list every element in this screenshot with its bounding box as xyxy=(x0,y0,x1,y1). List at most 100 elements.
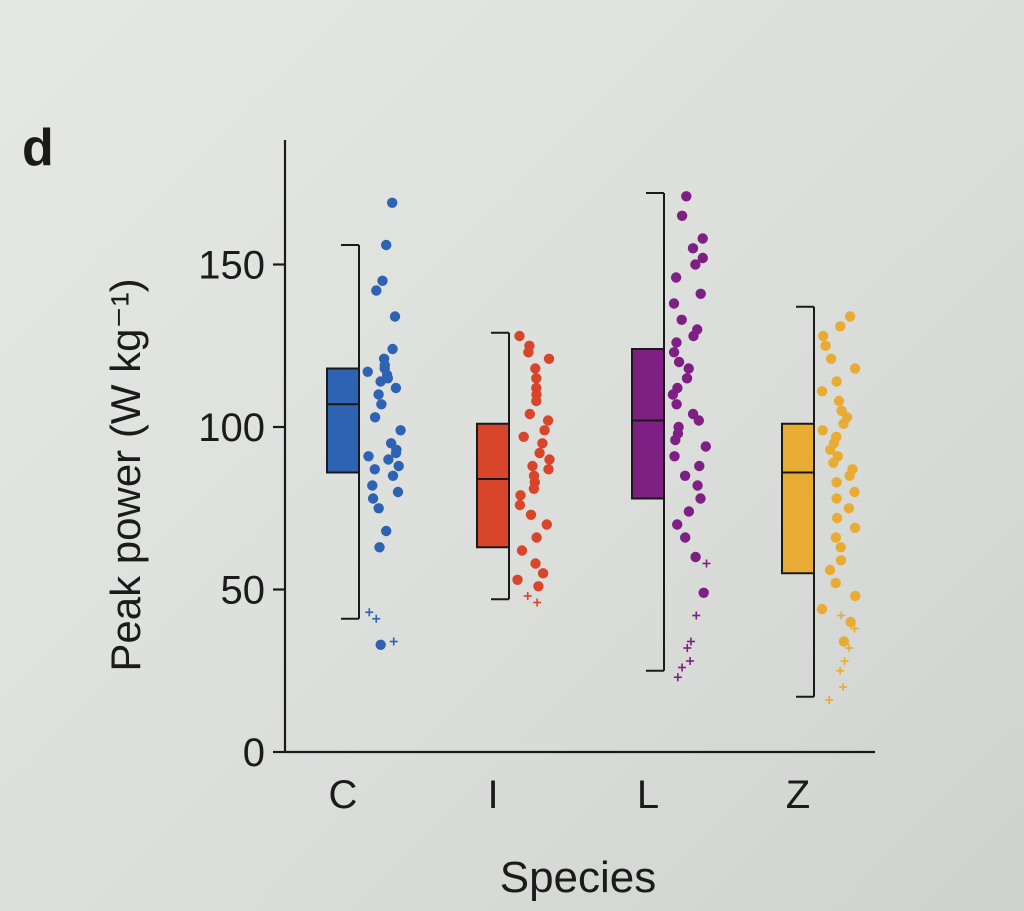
data-point-Z xyxy=(850,590,861,602)
data-point-Z xyxy=(820,340,831,351)
data-point-I xyxy=(539,425,550,436)
x-tick-label: C xyxy=(329,773,358,817)
data-point-C xyxy=(387,197,398,208)
box-C xyxy=(326,367,360,474)
outlier-Z xyxy=(825,696,834,704)
box-I xyxy=(476,422,510,549)
data-point-I xyxy=(527,460,538,472)
data-point-L xyxy=(695,288,706,299)
data-point-L xyxy=(670,272,682,283)
data-point-I xyxy=(543,464,554,475)
outlier-L xyxy=(683,644,692,652)
data-point-Z xyxy=(830,532,842,543)
outlier-Z xyxy=(840,657,849,665)
outlier-C xyxy=(372,614,381,623)
data-point-Z xyxy=(825,353,837,364)
data-point-Z xyxy=(844,470,855,481)
data-point-I xyxy=(514,499,526,511)
data-point-L xyxy=(669,451,680,462)
outlier-Z xyxy=(845,644,854,652)
box-Z xyxy=(781,422,815,575)
y-tick-label: 150 xyxy=(198,244,265,288)
data-point-Z xyxy=(835,542,846,553)
data-point-Z xyxy=(849,363,861,374)
data-point-I xyxy=(512,574,523,585)
data-point-Z xyxy=(831,477,842,488)
data-point-C xyxy=(387,343,398,355)
y-axis-title: Peak power (W kg⁻¹) xyxy=(102,278,149,671)
outlier-C xyxy=(389,637,398,646)
data-point-I xyxy=(523,347,534,358)
data-point-C xyxy=(373,503,384,514)
data-point-L xyxy=(683,363,694,374)
data-point-C xyxy=(375,376,386,387)
data-point-C xyxy=(383,454,394,465)
data-point-L xyxy=(693,415,704,426)
data-point-L xyxy=(688,330,699,342)
panel-label: d xyxy=(22,119,54,177)
outlier-I xyxy=(533,598,542,607)
data-point-C xyxy=(369,412,381,423)
data-point-L xyxy=(673,356,685,368)
data-point-I xyxy=(531,395,542,407)
outlier-I xyxy=(523,592,532,600)
data-point-L xyxy=(681,373,693,384)
data-point-L xyxy=(687,243,699,254)
data-point-Z xyxy=(825,444,836,455)
data-point-I xyxy=(542,415,554,426)
data-point-C xyxy=(392,486,404,498)
data-point-L xyxy=(700,441,711,452)
data-point-I xyxy=(544,454,555,465)
data-point-Z xyxy=(838,636,850,647)
data-point-L xyxy=(681,191,692,202)
data-point-L xyxy=(690,551,701,563)
data-point-C xyxy=(371,285,382,296)
data-point-I xyxy=(533,581,544,592)
data-point-L xyxy=(695,493,706,504)
outlier-L xyxy=(673,673,682,682)
data-point-L xyxy=(672,519,683,530)
data-point-I xyxy=(541,519,552,530)
data-point-C xyxy=(375,639,386,650)
data-point-L xyxy=(680,532,691,543)
outlier-Z xyxy=(850,624,859,633)
y-tick-label: 50 xyxy=(221,569,266,613)
outlier-Z xyxy=(839,683,848,691)
data-point-Z xyxy=(818,330,829,342)
data-point-L xyxy=(667,389,679,400)
data-point-L xyxy=(683,506,695,517)
data-point-L xyxy=(670,434,681,446)
data-point-L xyxy=(676,314,687,325)
data-point-I xyxy=(516,545,528,556)
data-point-I xyxy=(531,373,542,384)
data-point-C xyxy=(387,470,399,481)
data-point-Z xyxy=(844,311,856,322)
x-tick-label: L xyxy=(637,773,659,817)
box-L xyxy=(631,348,665,500)
data-point-I xyxy=(530,558,541,569)
data-point-L xyxy=(668,347,680,358)
data-point-Z xyxy=(824,564,836,576)
outlier-L xyxy=(686,657,695,665)
data-point-I xyxy=(534,447,545,459)
data-point-Z xyxy=(843,503,855,514)
data-point-Z xyxy=(835,555,847,566)
data-point-Z xyxy=(816,603,828,615)
data-point-Z xyxy=(828,457,839,468)
data-point-Z xyxy=(831,512,843,524)
data-point-I xyxy=(514,330,525,342)
data-point-Z xyxy=(833,395,845,407)
data-point-I xyxy=(530,363,541,374)
outlier-Z xyxy=(836,666,845,675)
outlier-Z xyxy=(837,611,846,620)
data-point-L xyxy=(676,210,688,221)
data-point-I xyxy=(524,408,535,420)
data-point-L xyxy=(671,399,682,410)
data-point-L xyxy=(692,480,703,491)
data-point-C xyxy=(390,382,402,394)
data-point-L xyxy=(679,470,691,481)
x-axis-title: Species xyxy=(500,853,657,902)
outlier-L xyxy=(702,559,711,568)
axes xyxy=(273,140,875,754)
